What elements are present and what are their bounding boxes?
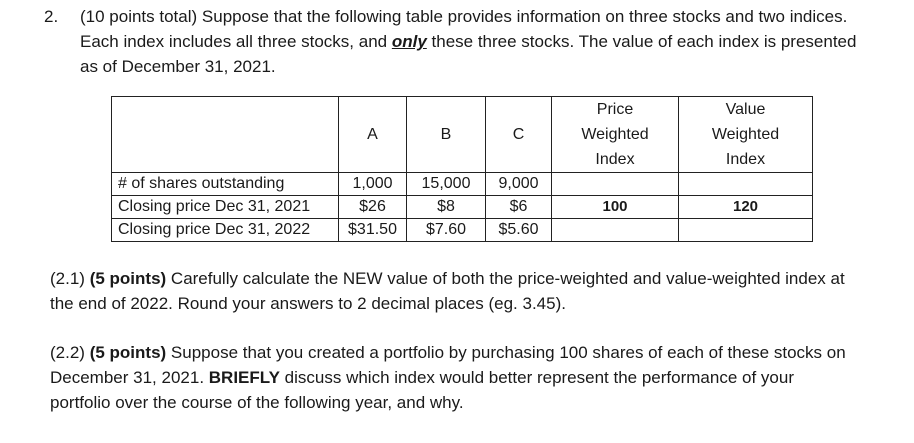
header-vw-line2: Weighted [711,126,780,143]
cell-a: $31.50 [338,218,407,242]
header-vw-line1: Value [725,101,766,118]
cell-vw [678,218,813,242]
header-blank [111,96,339,173]
header-value-weighted: Value Weighted Index [678,96,813,173]
part2-text-b: discuss which index would better represe… [50,368,794,412]
header-vw-line3: Index [725,151,766,168]
cell-vw [678,172,813,196]
part1-points: (5 points) [89,269,167,288]
table-row: # of shares outstanding 1,000 15,000 9,0… [111,172,813,196]
header-c: C [485,96,552,173]
cell-pw [551,218,679,242]
part-2-1: (2.1) (5 points) Carefully calculate the… [50,266,850,316]
header-b: B [406,96,486,173]
intro-text: (10 points total) Suppose that the follo… [80,7,848,51]
table-header-row: A B C Price Weighted Index Value Weighte… [111,96,813,173]
part-2-2: (2.2) (5 points) Suppose that you create… [50,340,850,415]
cell-vw: 120 [678,195,813,219]
header-pw-line2: Weighted [581,126,649,143]
header-pw-line1: Price [596,101,634,118]
cell-c: $5.60 [485,218,552,242]
cell-a: $26 [338,195,407,219]
header-pw-line3: Index [595,151,635,168]
part1-prefix: (2.1) [50,269,90,288]
intro-rest: these three stocks. The value of each in… [80,32,857,76]
cell-b: 15,000 [406,172,486,196]
table-row: Closing price Dec 31, 2022 $31.50 $7.60 … [111,218,813,242]
question-intro: (10 points total) Suppose that the follo… [80,4,870,79]
part2-briefly: BRIEFLY [208,368,280,387]
part1-text: Carefully calculate the NEW value of bot… [50,269,845,313]
cell-b: $8 [406,195,486,219]
cell-b: $7.60 [406,218,486,242]
emphasis-only: only [391,32,427,51]
row-label: Closing price Dec 31, 2021 [111,195,339,219]
header-price-weighted: Price Weighted Index [551,96,679,173]
row-label: Closing price Dec 31, 2022 [111,218,339,242]
question-number: 2. [44,7,59,26]
cell-c: $6 [485,195,552,219]
part2-text-a: Suppose that you created a portfolio by … [50,343,846,387]
header-a: A [338,96,407,173]
cell-pw [551,172,679,196]
cell-a: 1,000 [338,172,407,196]
table-row: Closing price Dec 31, 2021 $26 $8 $6 100… [111,195,813,219]
part2-prefix: (2.2) [50,343,90,362]
row-label: # of shares outstanding [111,172,339,196]
stocks-table: A B C Price Weighted Index Value Weighte… [111,96,813,242]
cell-pw: 100 [551,195,679,219]
part2-points: (5 points) [89,343,167,362]
cell-c: 9,000 [485,172,552,196]
